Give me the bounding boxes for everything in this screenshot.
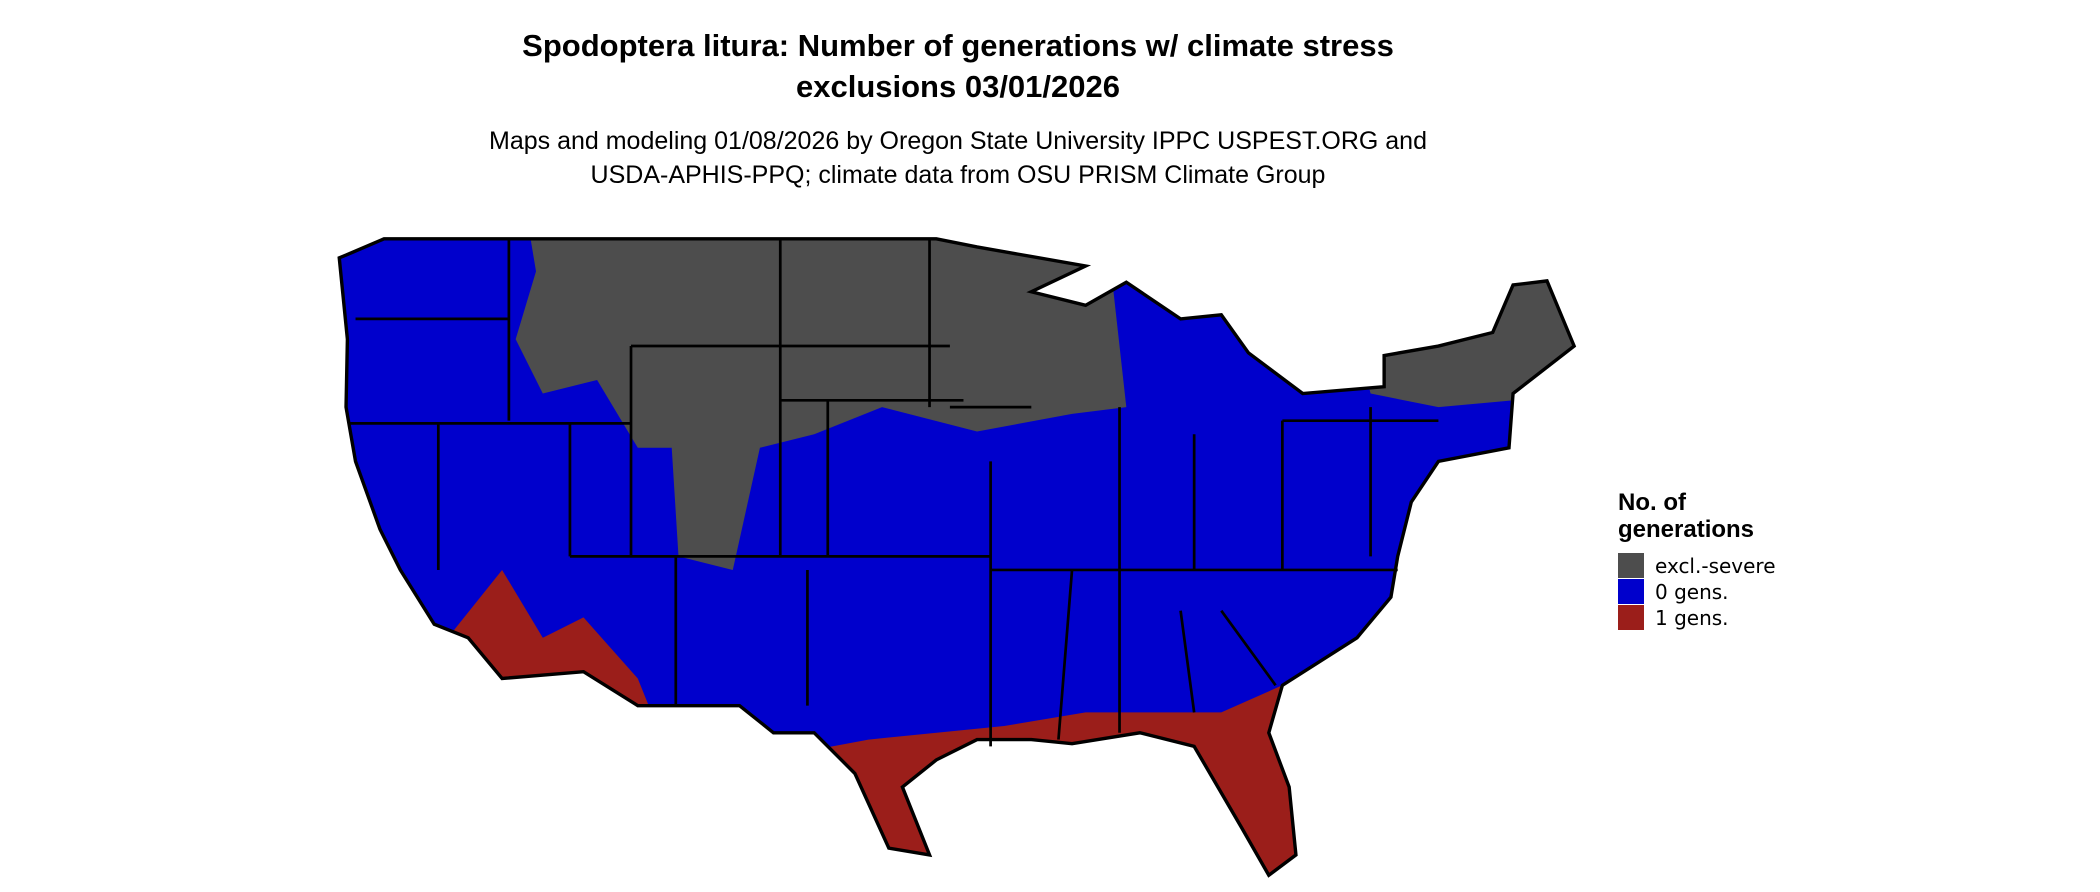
title-line: Spodoptera litura: Number of generations…: [522, 28, 1394, 63]
state-borders: [350, 238, 1439, 747]
map: [337, 237, 1576, 877]
title-line: exclusions 03/01/2026: [796, 69, 1120, 104]
legend-title-line: generations: [1618, 516, 1754, 543]
subtitle-line: USDA-APHIS-PPQ; climate data from OSU PR…: [591, 161, 1326, 189]
legend-label: 0 gens.: [1655, 580, 1729, 604]
legend-swatch: [1618, 553, 1644, 578]
legend-label: 1 gens.: [1655, 606, 1729, 630]
legend-swatch: [1618, 579, 1644, 604]
legend-label: excl.-severe: [1655, 554, 1776, 578]
subtitle-line: Maps and modeling 01/08/2026 by Oregon S…: [489, 127, 1427, 155]
legend-swatch: [1618, 605, 1644, 630]
zone-excluded: [1356, 257, 1575, 408]
legend-title-line: No. of: [1618, 489, 1687, 516]
